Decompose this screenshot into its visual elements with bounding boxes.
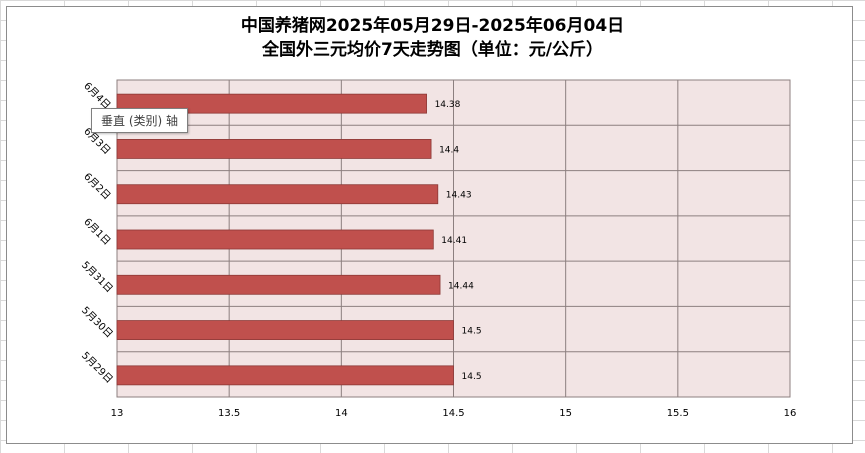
- data-label: 14.5: [462, 372, 482, 382]
- axis-tooltip: 垂直 (类别) 轴: [91, 108, 188, 133]
- category-label: 5月29日: [79, 350, 115, 386]
- data-label: 14.38: [435, 100, 461, 110]
- bar: [116, 274, 441, 295]
- data-label: 14.4: [439, 145, 459, 155]
- bar: [116, 93, 427, 114]
- category-label: 6月2日: [81, 171, 113, 203]
- x-tick-label: 15.5: [667, 408, 689, 419]
- data-label: 14.41: [441, 236, 467, 246]
- bar: [116, 365, 454, 386]
- bar: [116, 184, 439, 205]
- chart-title: 中国养猪网2025年05月29日-2025年06月04日 全国外三元均价7天走势…: [0, 14, 865, 62]
- x-tick-label: 15: [559, 408, 572, 419]
- x-tick-label: 13: [111, 408, 124, 419]
- data-label: 14.5: [462, 327, 482, 337]
- chart-title-line1: 中国养猪网2025年05月29日-2025年06月04日: [240, 16, 625, 36]
- category-label: 6月4日: [81, 80, 113, 112]
- category-label: 5月31日: [79, 259, 115, 295]
- category-label: 6月1日: [81, 216, 113, 248]
- x-tick-label: 14.5: [442, 408, 464, 419]
- category-label: 5月30日: [79, 304, 115, 340]
- x-tick-label: 16: [784, 408, 797, 419]
- x-tick-label: 13.5: [218, 408, 240, 419]
- data-label: 14.44: [448, 281, 474, 291]
- chart-title-line2: 全国外三元均价7天走势图（单位：元/公斤）: [261, 40, 604, 60]
- bar: [116, 320, 454, 340]
- x-tick-label: 14: [335, 408, 348, 419]
- bar: [116, 229, 434, 250]
- data-label: 14.43: [446, 191, 472, 201]
- bar: [116, 139, 432, 159]
